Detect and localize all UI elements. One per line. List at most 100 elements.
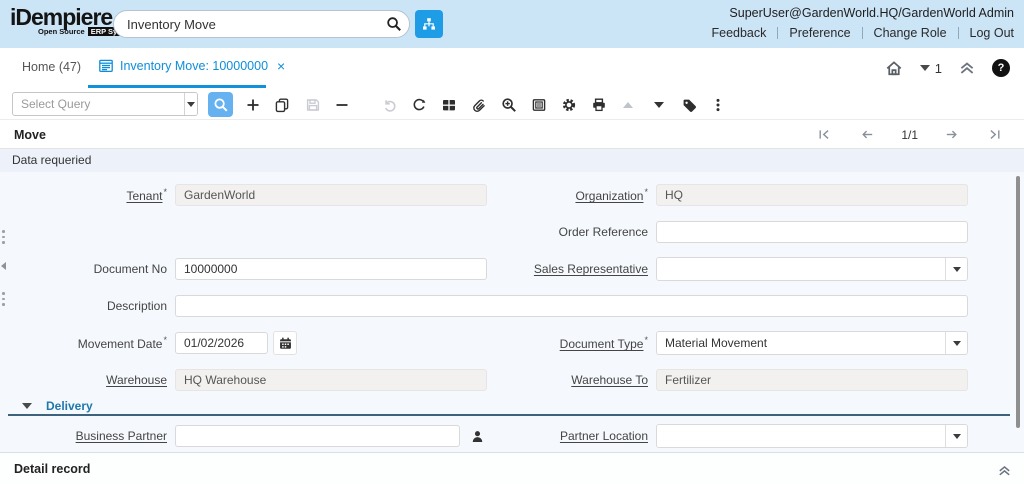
tab-inventory-move[interactable]: Inventory Move: 10000000 × [98, 58, 285, 74]
description-field[interactable] [175, 295, 968, 317]
tenant-label[interactable]: Tenant [126, 189, 163, 203]
section-collapse-icon[interactable] [22, 403, 32, 409]
business-partner-field[interactable] [175, 425, 460, 447]
select-query-input[interactable] [13, 97, 184, 111]
label-button[interactable] [676, 92, 701, 117]
field-warehouse: Warehouse [8, 368, 487, 392]
app-logo: iDempiere Open Source ERP System [10, 5, 138, 36]
field-organization: Organization* [489, 183, 968, 207]
process-button[interactable] [556, 92, 581, 117]
delivery-section-header[interactable]: Delivery [8, 398, 1010, 416]
business-partner-label[interactable]: Business Partner [75, 429, 167, 443]
partner-location-dropdown-button[interactable] [945, 425, 967, 447]
window-count-selector[interactable]: 1 [919, 61, 942, 76]
global-search [113, 10, 410, 38]
caret-up-button[interactable] [615, 92, 640, 117]
change-role-link[interactable]: Change Role [873, 26, 947, 40]
caret-down-button[interactable] [646, 92, 671, 117]
detail-record-title: Detail record [14, 462, 91, 476]
sitemap-button[interactable] [415, 10, 443, 38]
warehouse-to-label[interactable]: Warehouse To [571, 373, 648, 387]
tab-active-label: Inventory Move: 10000000 [120, 59, 269, 73]
logo-subtitle-left: Open Source [38, 27, 85, 36]
help-button[interactable]: ? [992, 59, 1010, 77]
find-record-button[interactable] [208, 92, 233, 117]
new-record-button[interactable] [240, 92, 265, 117]
search-icon[interactable] [379, 16, 409, 32]
order-reference-field[interactable] [656, 221, 968, 243]
movement-date-field[interactable] [175, 332, 268, 354]
copy-record-button[interactable] [269, 92, 294, 117]
field-business-partner: Business Partner [8, 424, 489, 448]
global-search-input[interactable] [114, 16, 379, 32]
last-record-button[interactable] [985, 125, 1004, 144]
plus-icon [245, 97, 261, 113]
next-record-button[interactable] [942, 125, 961, 144]
document-type-field[interactable] [657, 332, 945, 354]
tab-home[interactable]: Home (47) [22, 60, 82, 74]
first-record-button[interactable] [815, 125, 834, 144]
field-tenant: Tenant* [8, 183, 487, 207]
save-icon [305, 97, 321, 113]
save-button[interactable] [300, 92, 325, 117]
feedback-link[interactable]: Feedback [711, 26, 767, 40]
print-button[interactable] [586, 92, 611, 117]
overflow-menu-button[interactable] [705, 92, 730, 117]
attachment-button[interactable] [466, 92, 491, 117]
required-marker: * [644, 187, 648, 197]
splitter-collapse-icon[interactable] [1, 262, 6, 270]
splitter-handle[interactable] [2, 292, 5, 306]
warehouse-label[interactable]: Warehouse [106, 373, 167, 387]
chevron-down-icon [952, 433, 961, 439]
status-message: Data requeried [12, 153, 92, 167]
field-sales-representative: Sales Representative [489, 257, 968, 281]
link-divider [957, 27, 959, 39]
document-no-field[interactable] [175, 258, 487, 280]
delete-record-button[interactable] [329, 92, 354, 117]
help-icon: ? [997, 62, 1005, 74]
detail-record-bar: Detail record [0, 452, 1024, 484]
business-partner-search-button[interactable] [465, 424, 489, 448]
tag-icon [681, 97, 697, 113]
tab-close-icon[interactable]: × [277, 58, 286, 74]
report-button[interactable] [526, 92, 551, 117]
home-button[interactable] [882, 56, 906, 80]
detail-expand-button[interactable] [995, 461, 1014, 480]
sales-representative-field[interactable] [657, 258, 945, 280]
vertical-scrollbar[interactable] [1016, 176, 1020, 428]
collapse-header-button[interactable] [956, 57, 978, 79]
preference-link[interactable]: Preference [789, 26, 851, 40]
document-type-label[interactable]: Document Type [559, 337, 644, 351]
warehouse-field[interactable] [175, 369, 487, 391]
warehouse-to-field[interactable] [656, 369, 968, 391]
splitter-handle[interactable] [2, 230, 5, 244]
active-tab-underline [88, 85, 266, 88]
requery-button[interactable] [406, 92, 431, 117]
zoom-across-button[interactable] [496, 92, 521, 117]
double-chevron-up-icon [997, 463, 1012, 478]
page-title: Move [14, 128, 46, 142]
sales-representative-dropdown-button[interactable] [945, 258, 967, 280]
undo-button[interactable] [377, 92, 402, 117]
organization-field[interactable] [656, 184, 968, 206]
field-partner-location: Partner Location [489, 424, 968, 448]
tenant-field[interactable] [175, 184, 487, 206]
toggle-grid-button[interactable] [436, 92, 461, 117]
select-query-dropdown-button[interactable] [184, 93, 197, 115]
order-reference-label: Order Reference [558, 225, 648, 239]
document-type-dropdown-button[interactable] [945, 332, 967, 354]
logout-link[interactable]: Log Out [969, 26, 1014, 40]
previous-record-button[interactable] [858, 125, 877, 144]
document-no-label: Document No [93, 262, 167, 276]
sales-representative-label[interactable]: Sales Representative [533, 262, 648, 276]
organization-label[interactable]: Organization [575, 189, 644, 203]
logged-user-info: SuperUser@GardenWorld.HQ/GardenWorld Adm… [729, 6, 1014, 20]
calendar-button[interactable] [273, 331, 297, 355]
partner-location-label[interactable]: Partner Location [559, 429, 648, 443]
minus-icon [334, 97, 350, 113]
partner-location-field[interactable] [657, 425, 945, 447]
paperclip-icon [471, 97, 487, 113]
description-label: Description [106, 299, 167, 313]
gear-icon [561, 97, 577, 113]
